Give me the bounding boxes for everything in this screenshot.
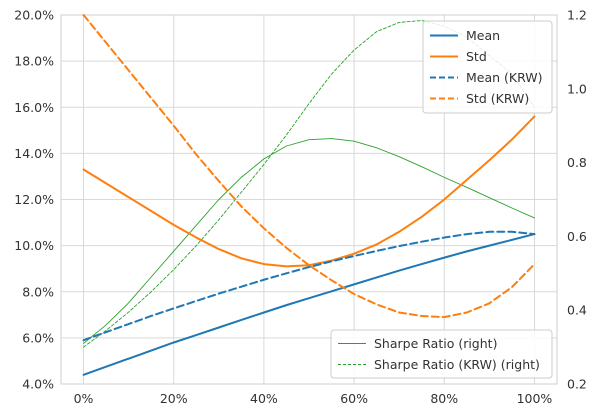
series-line-mean-krw (82, 230, 536, 342)
legend-box (422, 20, 553, 114)
y-right-tick-label: 0.8 (567, 155, 587, 170)
legend-box (330, 329, 553, 379)
y-left-tick-label: 10.0% (14, 238, 54, 253)
legend-lower-right: Sharpe Ratio (right) Sharpe Ratio (KRW) (… (330, 329, 553, 379)
y-left-tick-label: 18.0% (14, 54, 54, 69)
y-left-tick-label: 16.0% (14, 100, 54, 115)
series-line-sharpe-ratio-right (83, 138, 535, 344)
y-left-tick-label: 6.0% (22, 330, 54, 345)
y-right-tick-label: 0.4 (567, 303, 587, 318)
y-left-tick-label: 20.0% (14, 8, 54, 23)
y-left-tick-label: 4.0% (22, 377, 54, 392)
series-line-std-krw (82, 14, 536, 319)
x-tick-label: 0% (74, 391, 94, 406)
x-tick-label: 60% (340, 391, 368, 406)
x-tick-label: 80% (430, 391, 458, 406)
legend-label: Mean (KRW) (466, 70, 543, 85)
series-line-mean (82, 233, 536, 376)
legend-label: Sharpe Ratio (right) (374, 336, 497, 351)
series-line-std (82, 115, 536, 268)
x-tick-label: 40% (250, 391, 278, 406)
legend-label: Mean (466, 28, 500, 43)
y-left-tick-label: 14.0% (14, 146, 54, 161)
legend-label: Sharpe Ratio (KRW) (right) (374, 357, 540, 372)
legend-label: Std (KRW) (466, 91, 529, 106)
plot-area-frame (60, 14, 558, 385)
tick-labels: 0% 20% 40% 60% 80% 100% 4.0% 6.0% 8.0% 10.0% 12.0%… (14, 8, 587, 407)
legend-label: Std (466, 49, 487, 64)
x-tick-label: 20% (160, 391, 188, 406)
legend-upper-right: Mean Std Mean (KRW) Std (KRW) (422, 20, 553, 114)
y-left-tick-label: 12.0% (14, 192, 54, 207)
y-right-tick-label: 0.6 (567, 229, 587, 244)
y-right-tick-label: 1.0 (567, 81, 587, 96)
y-right-tick-label: 1.2 (567, 8, 587, 23)
y-right-tick-label: 0.2 (567, 377, 587, 392)
x-tick-label: 100% (517, 391, 553, 406)
y-left-tick-label: 8.0% (22, 284, 54, 299)
